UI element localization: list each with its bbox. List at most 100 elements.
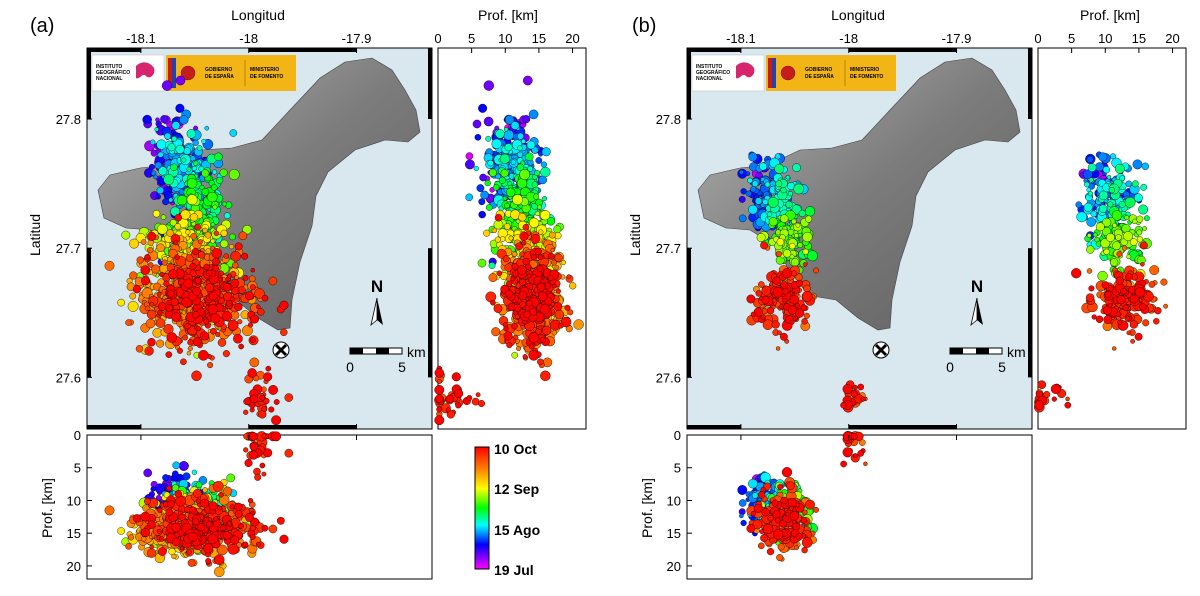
event-map-point <box>205 283 215 293</box>
panel-b-cross-marker <box>872 341 890 359</box>
event-depth-lat-point <box>1115 234 1122 241</box>
event-map-point <box>241 325 253 336</box>
event-depth-lon-point <box>174 532 180 538</box>
event-depth-lon-point <box>195 498 201 504</box>
event-depth-lat-point <box>445 394 454 404</box>
event-map-point <box>213 285 219 291</box>
event-depth-lat-point <box>573 319 584 330</box>
event-depth-lat-point <box>564 304 571 311</box>
event-depth-lat-point <box>1098 152 1108 162</box>
event-map-point <box>244 291 254 301</box>
event-map-point <box>242 274 249 281</box>
event-depth-lon-point <box>238 523 244 529</box>
colorbar-label-10oct: 10 Oct <box>494 441 537 457</box>
depth-top-tick-label: 15 <box>532 31 546 46</box>
lon-tick-label: -17.9 <box>342 31 372 46</box>
event-map-point <box>857 383 865 391</box>
event-depth-lat-point <box>536 283 546 292</box>
event-depth-lon-point <box>244 459 253 468</box>
event-depth-lon-point <box>254 473 262 481</box>
event-map-point <box>222 350 230 358</box>
event-depth-lon-point <box>227 543 239 555</box>
event-depth-lon-point <box>149 544 155 550</box>
event-depth-lon-point <box>158 547 167 556</box>
event-map-point <box>748 152 758 162</box>
event-map-point <box>775 250 782 257</box>
event-depth-lon-point <box>205 520 213 528</box>
event-depth-lat-point <box>1124 196 1136 208</box>
lon-tick-label: -18.1 <box>726 31 756 46</box>
event-map-point <box>169 219 177 227</box>
event-map-point <box>161 259 168 266</box>
event-map-point <box>195 325 201 332</box>
event-depth-lat-point <box>514 288 521 294</box>
event-depth-lat-point <box>1088 285 1095 292</box>
event-depth-lon-point <box>156 528 162 534</box>
event-map-point <box>152 327 163 338</box>
event-depth-lat-point <box>494 213 503 222</box>
event-map-point <box>226 273 232 279</box>
event-depth-lat-point <box>1115 276 1124 285</box>
event-map-point <box>194 277 202 284</box>
event-map-point <box>175 144 185 154</box>
panel-a-logo-crest <box>180 65 196 81</box>
event-depth-lon-point <box>195 481 203 489</box>
event-depth-lon-point <box>222 531 232 540</box>
event-depth-lat-point <box>1098 204 1108 213</box>
event-map-point <box>738 214 747 223</box>
event-depth-lat-point <box>528 349 540 361</box>
panel-b-scale-unit: km <box>1007 344 1026 360</box>
event-depth-lat-point <box>530 254 537 261</box>
event-map-point <box>136 256 144 264</box>
event-depth-lat-point <box>1140 261 1145 267</box>
event-map-point <box>190 232 197 240</box>
event-map-point <box>186 129 197 139</box>
event-map-point <box>762 198 769 205</box>
event-map-point <box>785 200 793 208</box>
event-depth-lat-point <box>523 75 533 86</box>
event-map-point <box>781 268 793 279</box>
event-depth-lat-point <box>494 236 501 243</box>
event-map-point <box>758 281 765 288</box>
event-depth-lat-point <box>540 166 551 178</box>
event-depth-lon-point <box>208 501 218 511</box>
event-depth-lat-point <box>475 392 481 398</box>
event-map-point <box>263 372 273 382</box>
event-depth-lon-point <box>243 447 249 453</box>
event-map-point <box>228 169 240 180</box>
event-map-point <box>802 231 813 243</box>
event-depth-lat-point <box>454 389 464 399</box>
event-depth-lat-point <box>1085 293 1095 302</box>
event-depth-lat-point <box>506 342 513 349</box>
event-depth-lat-point <box>1103 248 1110 255</box>
event-map-point <box>249 284 256 291</box>
event-depth-lat-point <box>1102 166 1111 174</box>
depth-top-tick-label: 15 <box>1132 31 1146 46</box>
event-depth-lat-point <box>1095 222 1105 232</box>
event-depth-lat-point <box>1124 315 1131 322</box>
event-map-point <box>750 186 757 193</box>
event-depth-lat-point <box>548 231 556 239</box>
frame-bar <box>428 248 432 378</box>
event-map-point <box>802 261 808 267</box>
event-depth-lat-point <box>1134 193 1143 203</box>
event-map-point <box>225 300 233 307</box>
event-depth-lon-point <box>276 516 285 525</box>
event-depth-lon-point <box>175 495 186 507</box>
event-map-point <box>229 296 235 302</box>
event-map-point <box>186 166 192 172</box>
event-map-point <box>259 395 266 401</box>
event-depth-lat-point <box>1098 190 1109 201</box>
event-depth-lon-point <box>205 558 212 565</box>
event-map-point <box>229 129 238 137</box>
event-map-point <box>183 278 194 289</box>
event-depth-lat-point <box>1050 384 1061 395</box>
event-map-point <box>157 309 163 316</box>
event-depth-lon-point <box>171 537 181 547</box>
panel-b-label: (b) <box>632 15 656 37</box>
frame-bar <box>428 48 432 119</box>
event-depth-lat-point <box>521 240 527 246</box>
event-depth-lon-point <box>234 510 243 518</box>
event-map-point <box>198 251 206 259</box>
event-map-point <box>198 349 209 361</box>
